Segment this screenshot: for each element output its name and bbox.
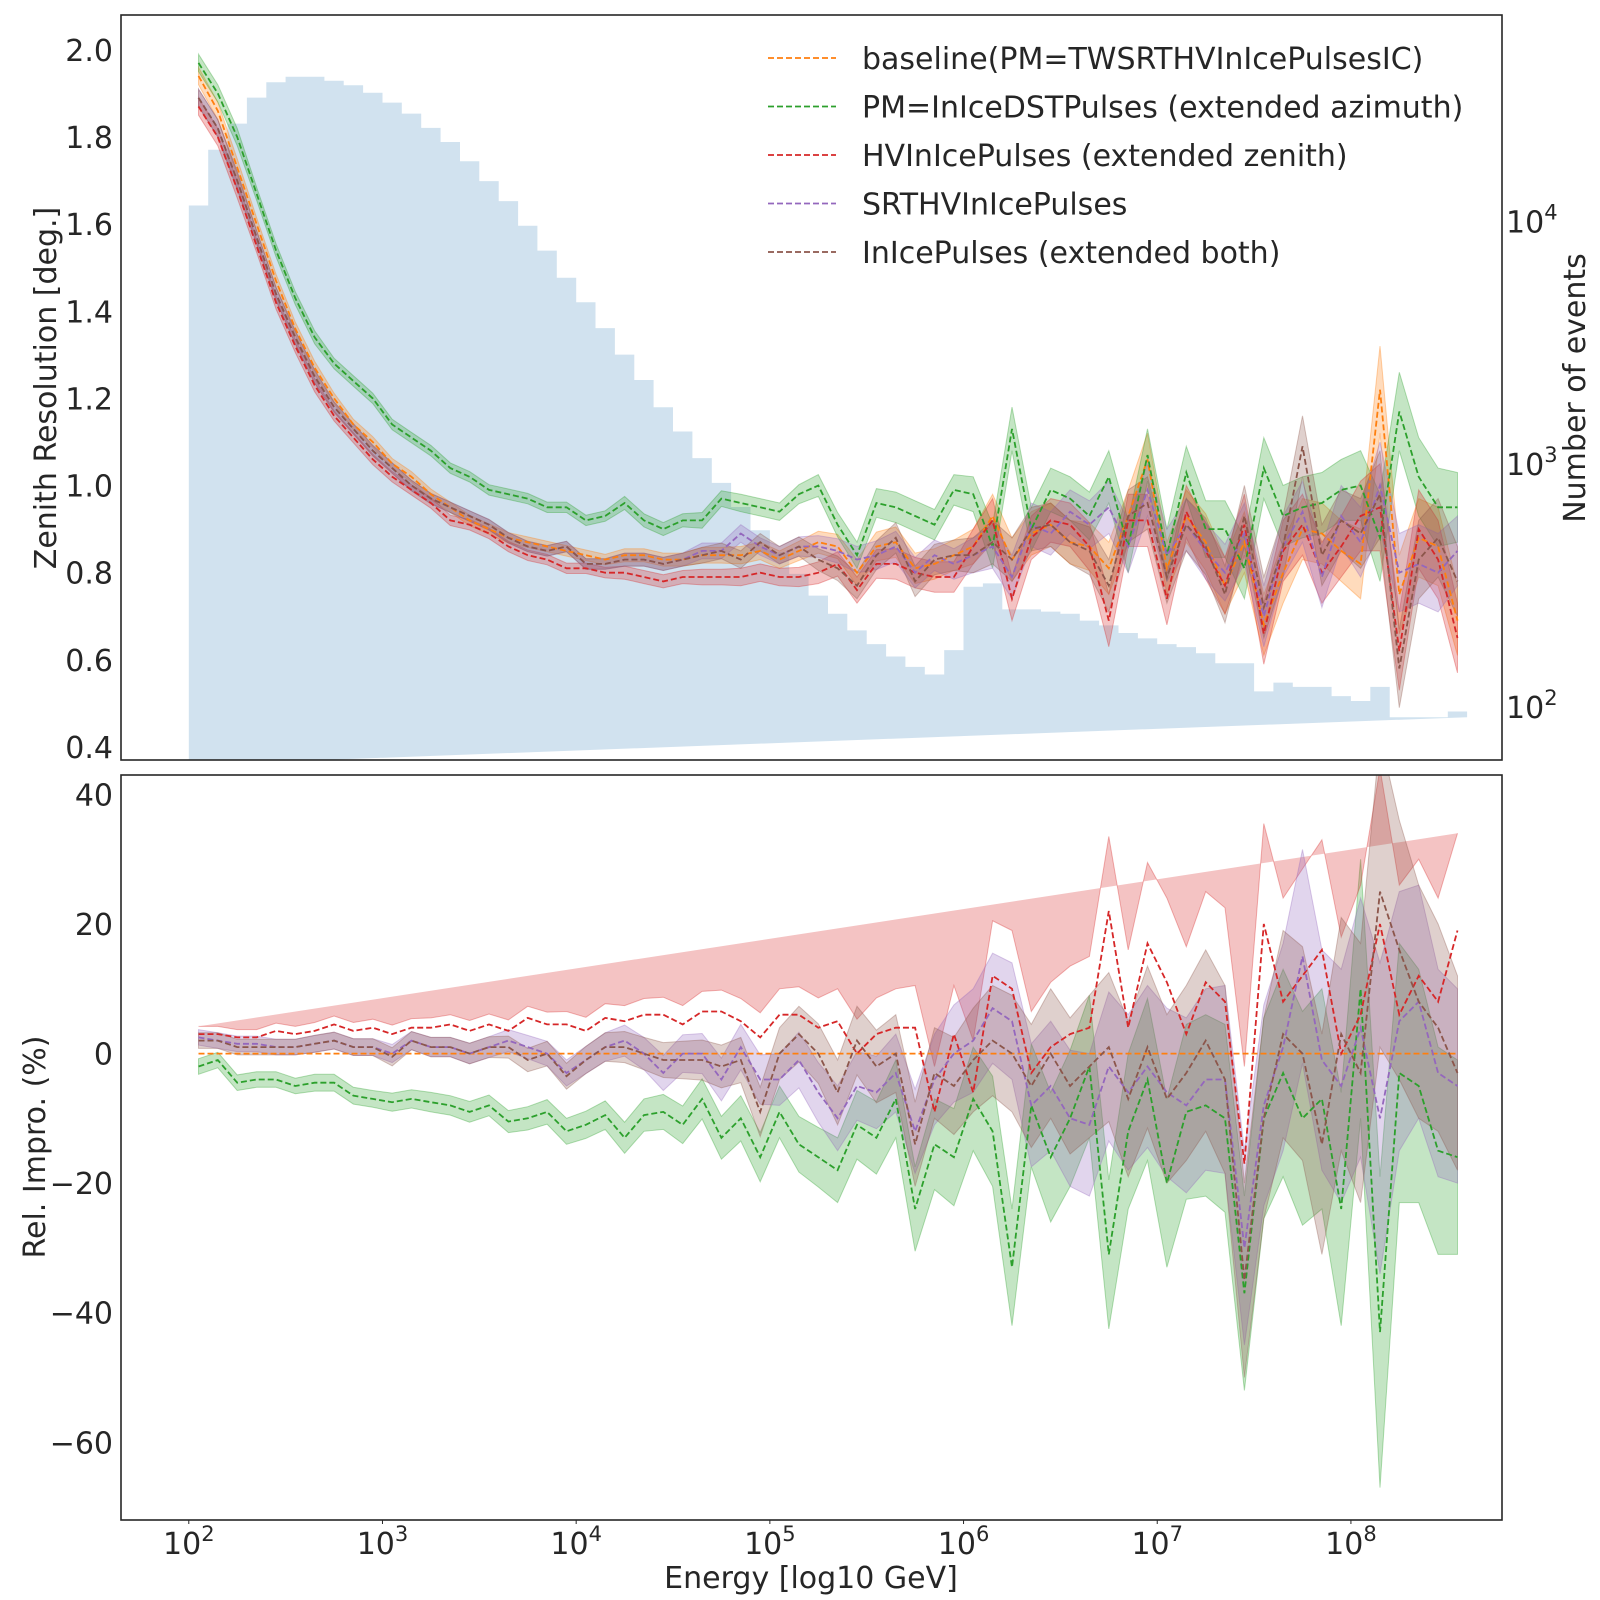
x-tick-label: 108 (1325, 1522, 1377, 1562)
bottom-series-band-4 (198, 775, 1458, 1378)
x-axis-label: Energy [log10 GeV] (664, 1561, 958, 1596)
bottom-series-band-3 (198, 849, 1458, 1346)
top-series-lines (197, 62, 1459, 669)
top-y-tick-label: 1.6 (65, 208, 113, 243)
legend: baseline(PM=TWSRTHVInIcePulsesIC) PM=InIc… (768, 42, 1463, 271)
bottom-y-axis-label: Rel. Impro. (%) (18, 1036, 53, 1259)
legend-label: HVInIcePulses (extended zenith) (862, 139, 1348, 174)
bottom-error-bands (198, 775, 1458, 1488)
top-series-band-1 (198, 52, 1458, 601)
bottom-y-tick-label: −40 (50, 1297, 113, 1332)
bottom-x-ticks: 102 103 104 105 106 107 108 (163, 1520, 1377, 1562)
bottom-series-band-2 (198, 775, 1458, 1067)
bottom-y-tick-label: −20 (50, 1167, 113, 1202)
top-y-tick-label: 1.2 (65, 382, 113, 417)
x-tick-label: 102 (163, 1522, 215, 1562)
x-tick-label: 104 (550, 1522, 602, 1562)
top-y-tick-label: 0.4 (65, 731, 113, 766)
top-y-tick-label: 1.8 (65, 121, 113, 156)
top-series-line-1 (197, 62, 1458, 572)
bottom-series-line-2 (198, 910, 1459, 1164)
bottom-y-tick-label: 20 (75, 908, 113, 943)
top-y-ticks: 0.4 0.6 0.8 1.0 1.2 1.4 1.6 1.8 2.0 (65, 34, 113, 766)
x-tick-label: 105 (744, 1522, 796, 1562)
top-series-band-2 (198, 96, 1458, 691)
bottom-y-ticks: −60 −40 −20 0 20 40 (50, 778, 113, 1461)
top-y2-ticks: 102 103 104 (1506, 200, 1558, 726)
bottom-series-line-1 (198, 988, 1458, 1333)
top-y2-tick-label: 102 (1506, 686, 1558, 726)
bottom-panel: −60 −40 −20 0 20 40 102 103 104 105 106 107 108 Rel… (18, 774, 1503, 1596)
top-y2-tick-label: 103 (1506, 443, 1558, 483)
top-y2-axis-label: Number of events (1558, 253, 1593, 523)
top-series-line-4 (197, 97, 1459, 669)
top-plot-frame (120, 14, 1503, 761)
bottom-y-tick-label: 0 (94, 1038, 113, 1073)
top-y-axis-label: Zenith Resolution [deg.] (29, 207, 64, 569)
legend-label: SRTHVInIcePulses (862, 188, 1127, 223)
top-series-band-4 (198, 87, 1458, 708)
top-y-tick-label: 1.0 (65, 470, 113, 505)
top-panel: 0.4 0.6 0.8 1.0 1.2 1.4 1.6 1.8 2.0 102 103 104 Ze… (29, 14, 1593, 766)
event-count-histogram (188, 76, 1468, 760)
bottom-series-lines (198, 891, 1459, 1333)
top-y-tick-label: 1.4 (65, 295, 113, 330)
x-tick-label: 106 (938, 1522, 990, 1562)
top-series-band-3 (198, 87, 1458, 647)
legend-label: PM=InIceDSTPulses (extended azimuth) (862, 91, 1463, 126)
bottom-series-band-1 (198, 859, 1458, 1488)
bottom-y-tick-label: 40 (75, 778, 113, 813)
bottom-y-tick-label: −60 (50, 1426, 113, 1461)
top-y2-tick-label: 104 (1506, 200, 1558, 240)
top-y-tick-label: 0.6 (65, 644, 113, 679)
x-tick-label: 107 (1131, 1522, 1183, 1562)
legend-label: baseline(PM=TWSRTHVInIcePulsesIC) (862, 42, 1423, 77)
x-tick-label: 103 (357, 1522, 409, 1562)
legend-label: InIcePulses (extended both) (862, 236, 1280, 271)
histogram-bars (188, 76, 1468, 760)
bottom-series-line-4 (198, 891, 1459, 1281)
top-series-line-2 (197, 106, 1459, 652)
top-y-tick-label: 0.8 (65, 557, 113, 592)
top-y-tick-label: 2.0 (65, 34, 113, 69)
bottom-plot-frame (120, 774, 1503, 1521)
